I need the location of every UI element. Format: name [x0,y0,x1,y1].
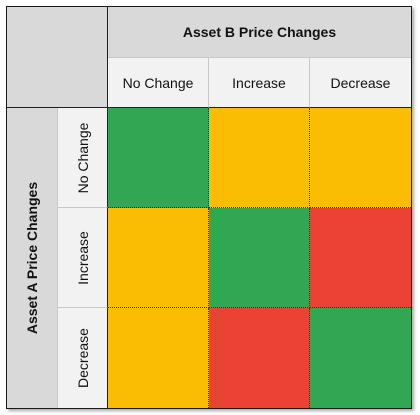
corner-cell [7,7,108,108]
matrix-cell-yellow [108,208,209,308]
asset-b-header: Asset B Price Changes [108,7,411,58]
asset-a-header-label: Asset A Price Changes [24,181,40,335]
row-header-increase: Increase [58,208,108,308]
matrix-cell-red [209,308,310,408]
row-header-label: Increase [74,230,91,285]
matrix-cell-yellow [108,308,209,408]
column-header-increase: Increase [209,58,310,108]
matrix-cell-green [310,308,411,408]
matrix-cell-green [209,208,310,308]
row-header-decrease: Decrease [58,308,108,408]
matrix-cell-green [108,108,209,208]
column-header-no-change: No Change [108,58,209,108]
correlation-matrix: Asset B Price Changes No Change Increase… [6,6,412,409]
row-header-no-change: No Change [58,108,108,208]
row-header-label: No Change [74,122,91,193]
matrix-cell-yellow [310,108,411,208]
matrix-cell-yellow [209,108,310,208]
column-header-decrease: Decrease [310,58,411,108]
row-header-label: Decrease [74,328,91,388]
asset-a-header: Asset A Price Changes [7,108,58,408]
matrix-cell-red [310,208,411,308]
